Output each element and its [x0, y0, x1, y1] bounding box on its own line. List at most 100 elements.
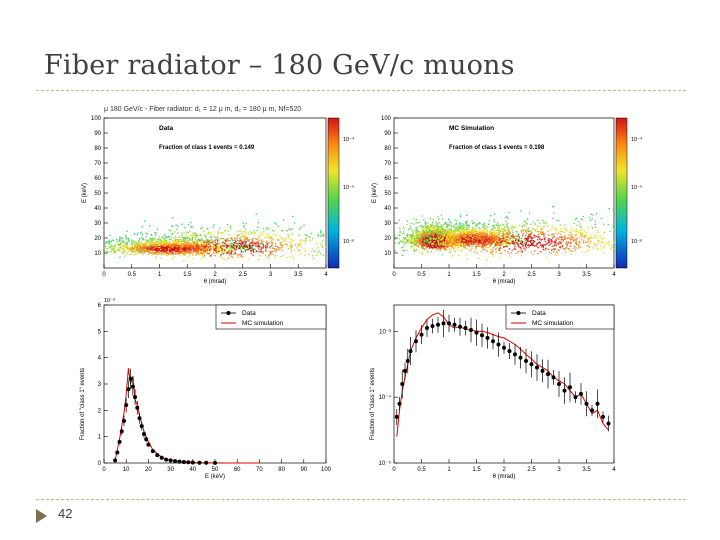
data-point — [207, 239, 209, 241]
data-point — [435, 222, 438, 224]
data-point — [496, 238, 499, 240]
data-point — [202, 247, 205, 249]
data-point — [465, 238, 468, 240]
data-point — [105, 241, 107, 243]
data-point — [454, 233, 457, 235]
data-point — [131, 242, 133, 244]
data-point — [410, 228, 412, 230]
data-point — [589, 219, 591, 221]
data-point — [128, 250, 130, 252]
data-point — [470, 237, 472, 239]
data-point — [143, 248, 146, 251]
data-point — [446, 245, 448, 247]
data-point — [484, 243, 486, 245]
data-point — [439, 240, 441, 243]
data-point — [430, 235, 433, 238]
data-point — [149, 237, 151, 240]
data-point — [150, 241, 152, 243]
data-point — [266, 228, 268, 231]
data-point — [320, 253, 322, 255]
data-point — [447, 240, 450, 243]
data-point — [152, 250, 154, 252]
data-point — [435, 239, 437, 241]
data-point — [409, 242, 411, 244]
data-point — [158, 251, 160, 253]
data-point — [257, 250, 259, 253]
data-point — [415, 227, 417, 229]
data-point — [180, 249, 182, 252]
data-point — [130, 239, 133, 241]
data-point — [409, 234, 411, 237]
data-point — [431, 226, 433, 229]
data-point — [447, 230, 449, 232]
data-point — [503, 242, 505, 244]
data-point — [202, 249, 205, 252]
data-point — [459, 245, 461, 248]
data-point — [581, 251, 583, 253]
data-point — [222, 245, 225, 247]
data-point — [216, 243, 218, 245]
data-point — [406, 220, 409, 222]
data-point — [177, 242, 179, 245]
data-point — [467, 236, 469, 238]
data-point — [189, 247, 192, 249]
data-point — [177, 249, 179, 251]
data-point — [132, 240, 134, 242]
data-point — [129, 253, 132, 256]
data-point — [254, 231, 256, 234]
data-point — [395, 242, 397, 244]
data-point — [475, 244, 477, 246]
data-point — [265, 227, 268, 229]
data-point — [155, 241, 157, 243]
data-point — [292, 257, 295, 260]
data-point — [422, 230, 425, 232]
data-point — [130, 241, 133, 243]
data-point — [260, 251, 262, 253]
data-point — [122, 252, 124, 254]
data-point — [455, 244, 457, 247]
data-point — [486, 233, 488, 236]
data-point — [502, 243, 504, 245]
data-point — [158, 249, 161, 251]
data-point — [305, 250, 307, 252]
data-point — [192, 243, 195, 246]
data-point — [232, 247, 234, 249]
data-point — [482, 229, 484, 232]
data-point — [194, 238, 196, 241]
data-point — [252, 254, 254, 256]
data-point — [271, 241, 273, 244]
data-point — [448, 239, 451, 242]
data-point — [443, 244, 445, 246]
data-point — [469, 241, 471, 243]
data-point — [418, 235, 421, 237]
data-point — [433, 229, 436, 231]
data-point — [565, 246, 568, 248]
data-point — [435, 233, 437, 236]
data-point — [239, 239, 242, 241]
data-point — [438, 236, 440, 238]
data-point — [410, 236, 413, 238]
data-point — [256, 229, 258, 232]
data-point — [487, 242, 489, 245]
data-point — [198, 238, 200, 240]
data-point — [482, 232, 484, 235]
data-point — [433, 230, 435, 232]
data-point — [150, 233, 152, 236]
data-point — [158, 248, 160, 251]
data-point — [197, 249, 200, 251]
data-point — [531, 242, 533, 245]
data-point — [145, 242, 147, 245]
data-point — [468, 224, 470, 226]
data-point — [421, 230, 423, 233]
data-point — [274, 249, 276, 251]
data-point — [190, 246, 193, 248]
data-point — [444, 242, 446, 244]
data-point — [166, 242, 168, 244]
data-point — [441, 231, 443, 233]
data-point — [206, 228, 208, 230]
data-point — [447, 230, 450, 233]
data-point — [141, 239, 144, 241]
data-point — [203, 242, 205, 244]
data-point — [148, 250, 150, 253]
data-point — [188, 236, 190, 239]
